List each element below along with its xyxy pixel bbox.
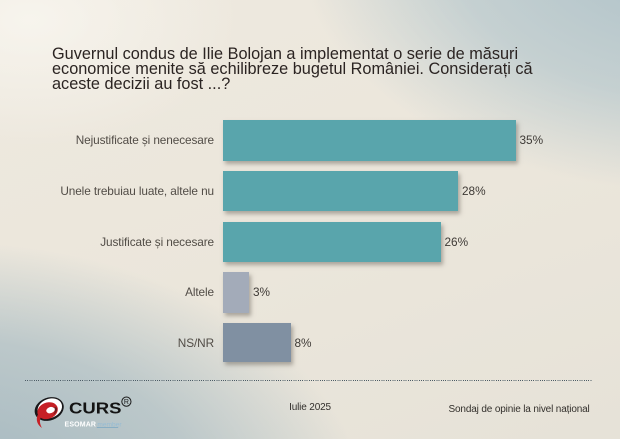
svg-text:R: R bbox=[124, 399, 129, 406]
svg-text:ESOMAR: ESOMAR bbox=[65, 421, 97, 428]
svg-text:member: member bbox=[97, 421, 122, 428]
svg-text:CURS: CURS bbox=[69, 401, 122, 418]
